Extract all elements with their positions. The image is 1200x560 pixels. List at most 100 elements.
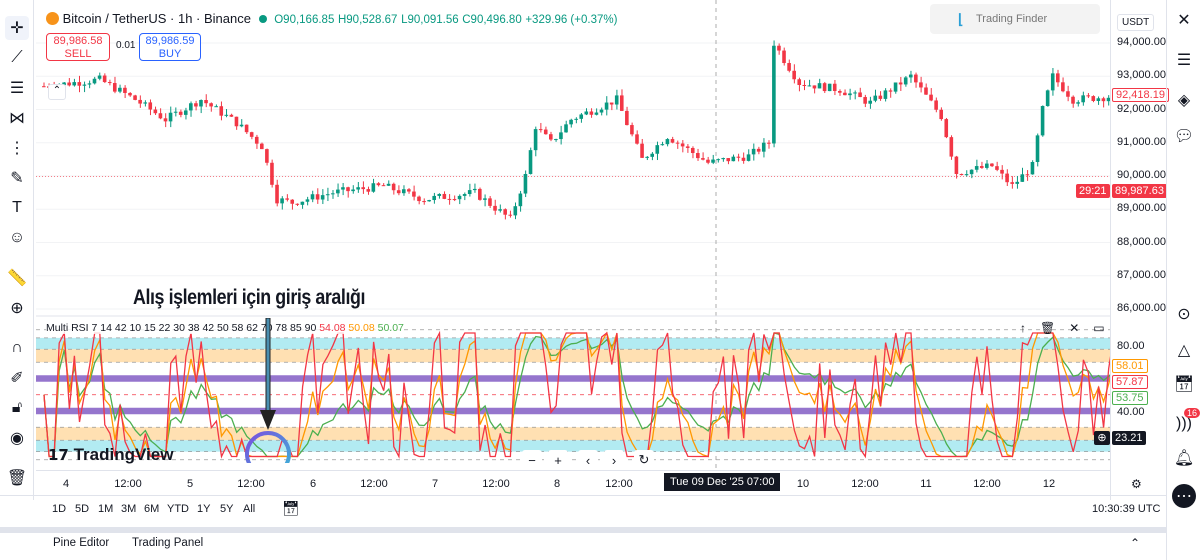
candle-body [721,158,725,160]
candle-body [858,92,862,98]
candle-body [995,166,999,170]
trash-icon[interactable]: 🗑︎ [6,470,28,487]
expand-panel-icon[interactable]: ⌃ [1130,536,1141,550]
time-axis[interactable]: 4 12:00 5 12:00 6 12:00 7 12:00 8 12:00 10 12:00 11 1… [36,470,1110,494]
candle-body [1081,95,1085,103]
scroll-right-button[interactable]: › [604,450,624,470]
delete-pane-icon[interactable]: 🗑︎ [1040,321,1056,335]
rsi-band-upper-purple [36,375,1110,382]
scroll-left-button[interactable]: ‹ [578,450,598,470]
candle-body [391,183,396,191]
time-label: 4 [62,478,70,490]
help-icon[interactable]: ⋯ [1172,484,1196,508]
collapse-legend-icon[interactable]: ⌃ [48,84,66,100]
candle-body [1076,102,1080,104]
close-icon[interactable]: ✕ [1177,12,1191,29]
rsi-line-slow [43,332,1110,458]
magnet-icon[interactable]: ∩ [11,339,23,356]
move-up-icon[interactable]: ↑ [1020,321,1026,335]
candle-body [924,87,928,95]
emoji-icon[interactable]: ☺ [8,229,26,246]
lock-icon[interactable]: 🔓︎ [11,399,23,416]
range-1m[interactable]: 1M [98,503,114,515]
ruler-icon[interactable]: 📏 [7,270,27,287]
layers-icon[interactable]: ◈ [1177,92,1191,109]
candle-body [635,134,639,144]
tab-pine-editor[interactable]: Pine Editor [53,537,110,549]
rsi-legend[interactable]: Multi RSI 7 14 42 10 15 22 30 38 42 50 5… [46,322,404,334]
candle-body [746,154,751,161]
current-price-tag: 89,987.63 [1112,184,1167,198]
symbol-title[interactable]: Bitcoin / TetherUS · 1h · Binance [62,11,251,26]
clock[interactable]: 10:30:39 UTC [1092,503,1161,515]
price-axis[interactable]: USDT 94,000.00 93,000.00 92,000.00 91,000.0… [1110,0,1166,500]
candle-body [432,195,436,201]
fib-icon[interactable]: ☰ [9,80,25,97]
price-label: 86,000.00 [1117,302,1166,314]
time-label: 12:00 [360,478,388,490]
candle-body [533,129,538,151]
price-label: 93,000.00 [1117,69,1166,82]
range-ytd[interactable]: YTD [167,503,189,515]
candle-body [143,102,147,104]
candle-body [665,139,670,145]
range-5y[interactable]: 5Y [220,503,234,515]
text-icon[interactable]: T [12,199,22,216]
range-3m[interactable]: 3M [121,503,137,515]
candle-body [670,139,675,143]
zoom-in-button[interactable]: + [548,450,568,470]
currency-select[interactable]: USDT [1117,14,1155,31]
candle-body [417,196,421,202]
candle-body [194,103,198,107]
zoom-out-button[interactable]: − [522,450,542,470]
candle-body [92,78,97,84]
watchlist-icon[interactable]: ☰ [1176,52,1192,69]
maximize-pane-icon[interactable]: ▭ [1093,321,1105,335]
candle-body [630,125,634,135]
tab-trading-panel[interactable]: Trading Panel [132,537,204,549]
collapse-pane-icon[interactable]: ✕ [1069,321,1080,335]
time-label: 7 [431,478,439,490]
range-1y[interactable]: 1Y [197,503,211,515]
zoom-icon[interactable]: ⊕ [10,300,24,317]
price-chart[interactable] [36,0,1110,500]
candle-body [412,191,416,197]
pattern-icon[interactable]: ⋈ [9,110,25,127]
add-level-icon[interactable]: ⊕ [1094,431,1110,445]
candle-body [123,87,127,93]
sell-button[interactable]: 89,986.58 SELL [46,33,110,61]
compass-icon[interactable]: ⊙ [1177,306,1191,323]
candle-body [878,95,883,99]
eye-icon[interactable]: ◉ [10,430,24,447]
brush-icon[interactable]: ✎ [10,170,24,187]
forecast-icon[interactable]: ⋮ [9,140,25,157]
range-5d[interactable]: 5D [75,503,90,515]
candle-body [974,166,979,170]
candle-body [330,193,335,195]
trend-line-icon[interactable]: ⟋ [11,49,23,66]
crosshair-icon[interactable]: ✛ [5,16,29,40]
candle-body [422,201,426,203]
bitcoin-logo-icon [46,12,59,25]
range-all[interactable]: All [243,503,256,515]
chart-settings-icon[interactable]: ⚙ [1131,477,1142,491]
bell-icon[interactable]: 🔔︎ [1173,450,1195,467]
rsi-value-red: 54.08 [319,322,346,334]
date-range-icon[interactable]: 📅︎ [282,500,300,516]
rsi-tag-orange: 58.01 [1112,359,1148,373]
time-label: 12:00 [973,478,1001,490]
chat-icon[interactable]: 💬︎ [1173,128,1195,145]
signal-icon[interactable]: ))) 16 [1172,408,1200,436]
candle-body [640,143,644,158]
reset-chart-button[interactable]: ↻ [634,450,654,470]
lock-drawings-icon[interactable]: ✐ [10,370,24,387]
calendar-icon[interactable]: 📅︎ [1173,376,1195,393]
range-6m[interactable]: 6M [144,503,160,515]
buy-button[interactable]: 89,986.59 BUY [139,33,201,61]
candle-body [1040,106,1045,136]
price-label: 90,000.00 [1117,169,1166,181]
candle-body [797,79,802,85]
range-1d[interactable]: 1D [52,503,67,515]
time-label: 12:00 [851,478,879,490]
ideas-icon[interactable]: △ [1177,342,1191,359]
